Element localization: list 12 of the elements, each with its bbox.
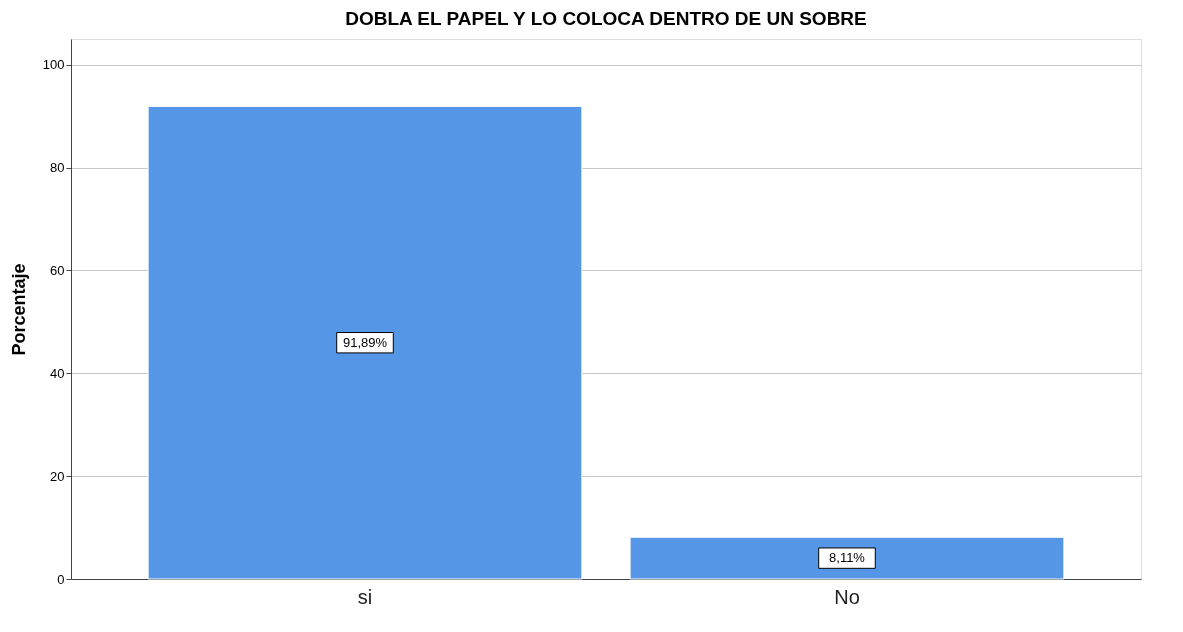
y-tick-label: 40 (50, 365, 65, 381)
data-label: 8,11% (829, 550, 866, 566)
y-tick-label: 100 (42, 57, 65, 73)
y-tick-label: 60 (50, 262, 65, 278)
y-tick-label: 80 (50, 160, 65, 176)
x-tick-label: si (357, 585, 373, 608)
y-tick-label: 20 (50, 468, 65, 484)
chart-title: DOBLA EL PAPEL Y LO COLOCA DENTRO DE UN SOBRE (345, 8, 867, 29)
y-axis-title: Porcentaje (8, 263, 29, 356)
data-label: 91,89% (342, 334, 388, 350)
y-tick-label: 0 (57, 571, 65, 587)
x-tick-label: No (834, 585, 860, 608)
